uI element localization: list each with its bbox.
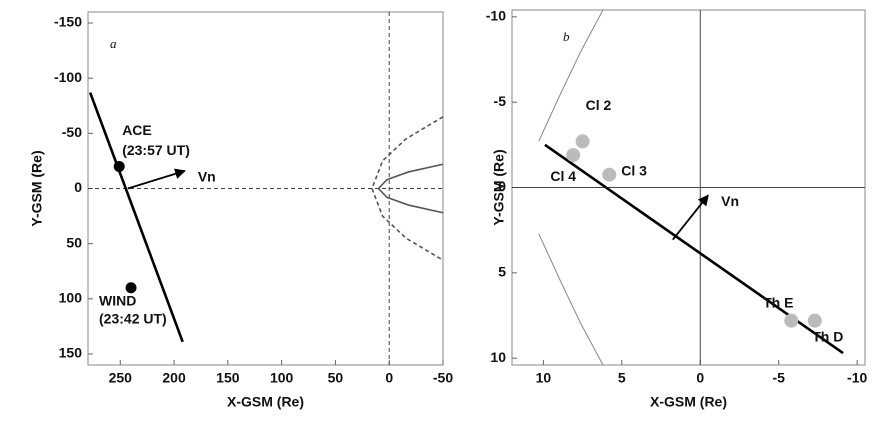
- y-tick-label: -10: [486, 8, 506, 24]
- x-tick-label: 100: [270, 370, 294, 386]
- y-tick-label: -50: [62, 124, 82, 140]
- curve: [88, 92, 184, 343]
- point-time: (23:57 UT): [122, 142, 190, 158]
- y-tick-label: 50: [66, 234, 82, 250]
- y-tick-label: 0: [74, 179, 82, 195]
- point-label: Cl 4: [550, 168, 576, 184]
- x-axis-label: X-GSM (Re): [650, 394, 727, 410]
- point-label: Th E: [763, 294, 793, 310]
- y-tick-label: -5: [494, 93, 507, 109]
- y-tick-label: 5: [498, 264, 506, 280]
- point: [602, 167, 617, 182]
- point-label: WIND: [99, 292, 136, 308]
- y-axis-label: Y-GSM (Re): [29, 150, 45, 226]
- curve: [538, 233, 604, 366]
- y-axis-label: Y-GSM (Re): [491, 149, 507, 225]
- x-axis-label: X-GSM (Re): [227, 394, 304, 410]
- point: [566, 148, 581, 163]
- point-label: Cl 3: [621, 162, 647, 178]
- curve: [371, 116, 444, 261]
- panel-label: b: [563, 29, 570, 44]
- x-tick-label: 200: [162, 370, 186, 386]
- panel-label: a: [110, 36, 117, 51]
- x-tick-label: 0: [696, 370, 704, 386]
- point-label: Cl 2: [586, 97, 612, 113]
- point-label: Th D: [812, 328, 843, 344]
- arrow: [127, 168, 186, 190]
- arrow: [672, 194, 709, 241]
- point: [125, 282, 137, 294]
- y-tick-label: 150: [59, 345, 83, 361]
- curve: [377, 163, 444, 214]
- x-tick-label: 10: [536, 370, 552, 386]
- arrow-label: Vn: [721, 193, 739, 209]
- x-tick-label: 50: [328, 370, 344, 386]
- y-tick-label: 100: [59, 290, 83, 306]
- x-tick-label: 150: [216, 370, 240, 386]
- x-tick-label: 0: [385, 370, 393, 386]
- arrow-label: Vn: [198, 169, 216, 185]
- y-tick-label: -100: [54, 69, 82, 85]
- curve: [544, 143, 844, 355]
- point: [784, 313, 799, 328]
- x-tick-label: -50: [433, 370, 453, 386]
- point: [807, 313, 822, 328]
- y-tick-label: 10: [490, 349, 506, 365]
- point-label: ACE: [122, 122, 152, 138]
- y-tick-label: 0: [498, 178, 506, 194]
- point: [113, 160, 125, 172]
- y-tick-label: -150: [54, 14, 82, 30]
- curve: [538, 9, 604, 142]
- point-time: (23:42 UT): [99, 310, 167, 326]
- point: [575, 134, 590, 149]
- x-tick-label: -5: [772, 370, 785, 386]
- x-tick-label: 5: [618, 370, 626, 386]
- x-tick-label: -10: [847, 370, 867, 386]
- x-tick-label: 250: [109, 370, 133, 386]
